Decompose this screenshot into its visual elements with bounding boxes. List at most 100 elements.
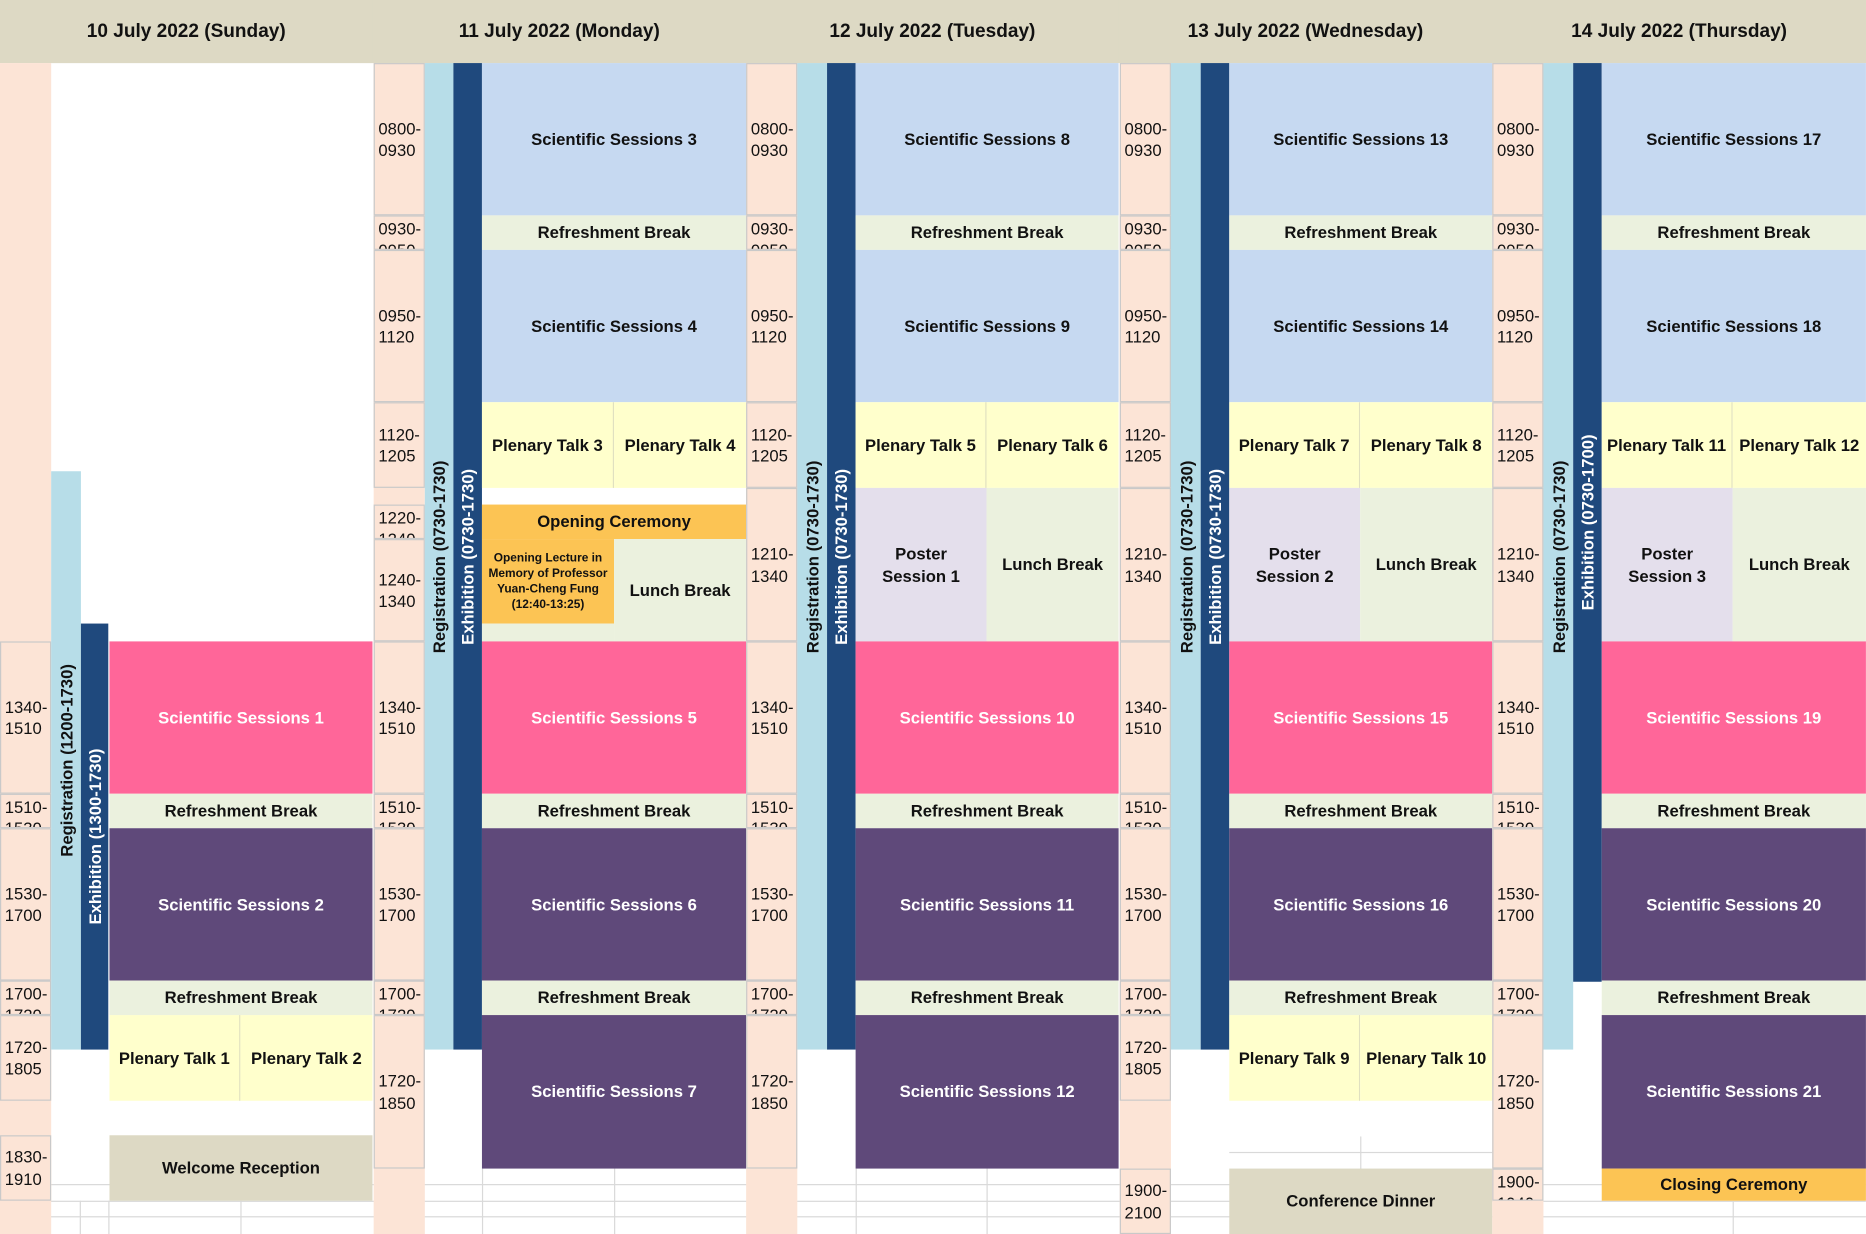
time-slot: 0950- 1120: [1492, 249, 1544, 403]
refreshment-break: Refreshment Break: [109, 793, 373, 829]
time-slot: 1530- 1700: [746, 828, 798, 981]
scientific-session-block: Scientific Sessions 6: [481, 828, 747, 981]
scientific-session-block: Scientific Sessions 13: [1229, 63, 1493, 216]
scientific-session-block: Scientific Sessions 2: [109, 828, 373, 981]
poster-session: Poster Session 1: [855, 487, 987, 642]
time-slot: 1720- 1850: [373, 1015, 425, 1169]
scientific-session-block: Scientific Sessions 14: [1229, 249, 1493, 403]
plenary-talk: Plenary Talk 5: [855, 402, 987, 488]
lunch-break: Lunch Break: [1360, 487, 1493, 642]
plenary-talk: Plenary Talk 11: [1601, 402, 1733, 488]
exhibition-bar: Exhibition (0730-1730): [453, 63, 482, 1050]
time-slot: 1240- 1340: [373, 539, 425, 642]
scientific-session-block: Scientific Sessions 12: [855, 1015, 1119, 1169]
time-slot: 1830- 1910: [0, 1135, 52, 1201]
scientific-session-block: Scientific Sessions 8: [855, 63, 1119, 216]
grid-line: [1732, 1200, 1734, 1234]
time-slot: 1900- 2100: [1119, 1168, 1171, 1234]
refreshment-break: Refreshment Break: [1601, 215, 1866, 250]
time-slot: 1340- 1510: [746, 641, 798, 794]
refreshment-break: Refreshment Break: [1229, 980, 1493, 1016]
scientific-session-block: Scientific Sessions 16: [1229, 828, 1493, 981]
grid-line: [855, 1168, 857, 1234]
scientific-session-block: Scientific Sessions 18: [1601, 249, 1866, 403]
time-slot: 1210- 1340: [1492, 487, 1544, 642]
time-slot: 1510-1530: [746, 793, 798, 829]
time-slot: 1120- 1205: [746, 402, 798, 488]
time-slot: 1700-1720: [1492, 980, 1544, 1016]
welcome-reception: Welcome Reception: [109, 1135, 373, 1201]
grid-line: [986, 1168, 988, 1234]
time-slot: 1340- 1510: [1492, 641, 1544, 794]
lunch-break: Lunch Break: [1732, 487, 1866, 642]
day-header-monday: 11 July 2022 (Monday): [372, 0, 747, 64]
poster-session: Poster Session 2: [1229, 487, 1361, 642]
time-slot: 1530- 1700: [0, 828, 52, 981]
time-slot: 1720- 1850: [746, 1015, 798, 1169]
time-slot: 0930-0950: [373, 215, 425, 250]
scientific-session-block: Scientific Sessions 3: [481, 63, 747, 216]
refreshment-break: Refreshment Break: [855, 215, 1119, 250]
registration-bar: Registration (0730-1730): [1170, 63, 1201, 1050]
grid-line: [0, 1200, 1866, 1202]
exhibition-bar: Exhibition (0730-1700): [1573, 63, 1602, 982]
time-slot: 1210- 1340: [746, 487, 798, 642]
time-slot: 0950- 1120: [746, 249, 798, 403]
refreshment-break: Refreshment Break: [1601, 980, 1866, 1016]
conference-dinner: Conference Dinner: [1229, 1168, 1493, 1234]
time-slot: 0800- 0930: [746, 63, 798, 216]
refreshment-break: Refreshment Break: [481, 215, 747, 250]
lunch-break-remainder: [481, 623, 615, 642]
opening-ceremony: Opening Ceremony: [481, 504, 747, 540]
time-slot: 0950- 1120: [1119, 249, 1171, 403]
plenary-talk: Plenary Talk 10: [1360, 1015, 1493, 1101]
plenary-talk: Plenary Talk 4: [614, 402, 747, 488]
scientific-session-block: Scientific Sessions 9: [855, 249, 1119, 403]
time-slot: 1120- 1205: [1119, 402, 1171, 488]
plenary-talk: Plenary Talk 8: [1360, 402, 1493, 488]
day-header-wednesday: 13 July 2022 (Wednesday): [1118, 0, 1493, 64]
time-slot: 1210- 1340: [1119, 487, 1171, 642]
day-header-tuesday: 12 July 2022 (Tuesday): [746, 0, 1119, 64]
registration-bar: Registration (1200-1730): [51, 471, 81, 1050]
time-slot: 1700-1720: [746, 980, 798, 1016]
refreshment-break: Refreshment Break: [855, 793, 1119, 829]
refreshment-break: Refreshment Break: [1229, 215, 1493, 250]
time-slot: 0930-0950: [1492, 215, 1544, 250]
refreshment-break: Refreshment Break: [481, 793, 747, 829]
time-slot: 1120- 1205: [373, 402, 425, 488]
refreshment-break: Refreshment Break: [855, 980, 1119, 1016]
plenary-talk: Plenary Talk 9: [1229, 1015, 1361, 1101]
time-slot: 0800- 0930: [1119, 63, 1171, 216]
time-slot: 1220-1240: [373, 504, 425, 540]
closing-ceremony: Closing Ceremony: [1601, 1168, 1866, 1201]
registration-bar: Registration (0730-1730): [1543, 63, 1574, 1050]
grid-line: [481, 1168, 484, 1234]
time-slot: 1530- 1700: [1492, 828, 1544, 981]
time-slot: 1530- 1700: [373, 828, 425, 981]
plenary-talk: Plenary Talk 12: [1732, 402, 1866, 488]
grid-line: [1229, 1151, 1493, 1154]
grid-line: [240, 1200, 242, 1234]
time-slot: 1510-1530: [1492, 793, 1544, 829]
scientific-session-block: Scientific Sessions 19: [1601, 641, 1866, 794]
time-slot: 1700-1720: [1119, 980, 1171, 1016]
grid-line: [0, 1216, 1866, 1218]
scientific-session-block: Scientific Sessions 1: [109, 641, 373, 794]
time-slot: 1510-1530: [373, 793, 425, 829]
time-slot: 1700-1720: [373, 980, 425, 1016]
time-slot: 1340- 1510: [0, 641, 52, 794]
scientific-session-block: Scientific Sessions 7: [481, 1015, 747, 1169]
grid-line: [108, 1200, 110, 1234]
time-slot: 1510-1530: [0, 793, 52, 829]
scientific-session-block: Scientific Sessions 17: [1601, 63, 1866, 216]
plenary-talk: Plenary Talk 3: [481, 402, 615, 488]
scientific-session-block: Scientific Sessions 15: [1229, 641, 1493, 794]
time-slot: 1120- 1205: [1492, 402, 1544, 488]
grid-line: [0, 1184, 1866, 1186]
refreshment-break: Refreshment Break: [481, 980, 747, 1016]
time-slot: 1720- 1805: [0, 1015, 52, 1101]
scientific-session-block: Scientific Sessions 5: [481, 641, 747, 794]
time-slot: 1340- 1510: [1119, 641, 1171, 794]
grid-line: [79, 1200, 81, 1234]
